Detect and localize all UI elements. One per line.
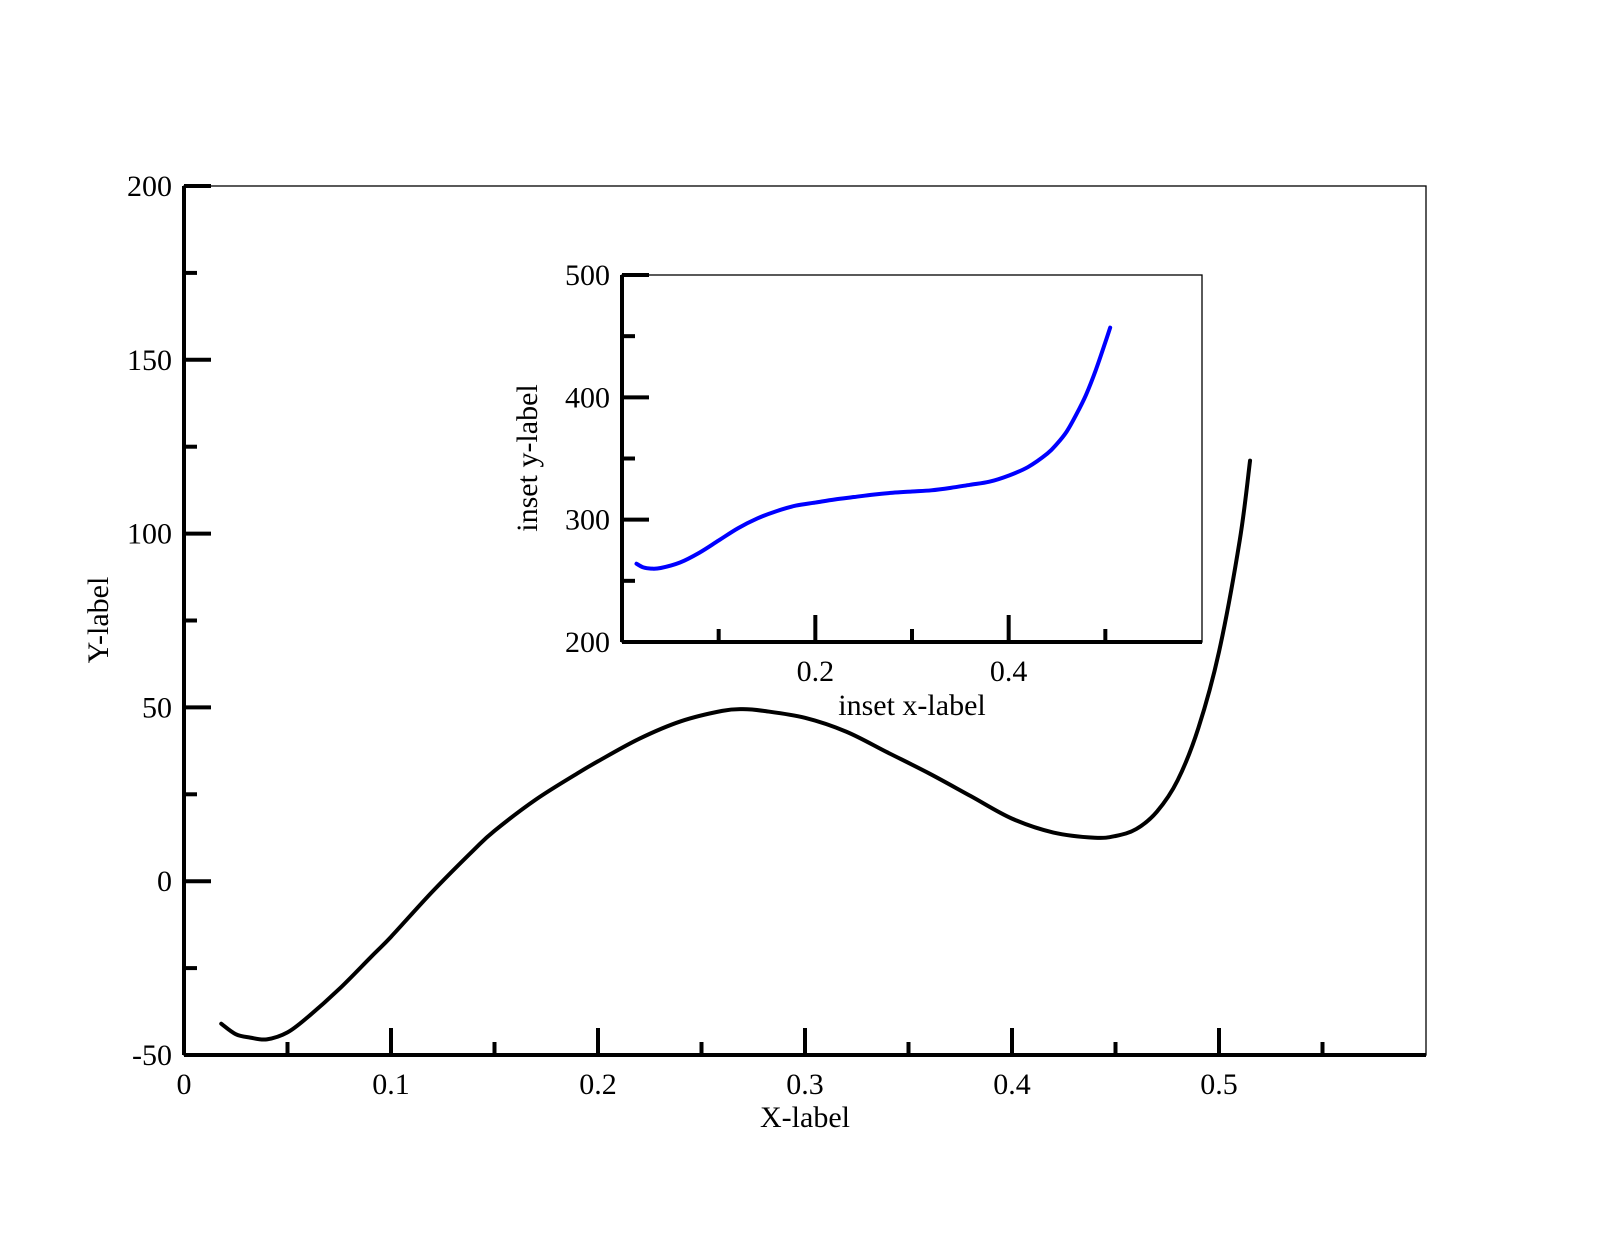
inset-y-tick-label: 400 [565,381,610,414]
main-y-tick-label: 50 [142,691,172,724]
inset-x-tick-label: 0.2 [797,655,835,688]
main-series-line-0 [219,458,1253,1042]
main-x-tick-label: 0 [177,1068,192,1101]
main-y-tick-label: -50 [132,1039,172,1072]
main-x-tick-label: 0.4 [993,1068,1031,1101]
inset-y-axis-title: inset y-label [511,384,544,531]
inset-x-tick-label: 0.4 [990,655,1028,688]
main-y-tick-label: 100 [127,518,172,551]
main-x-axis-title: X-label [760,1101,850,1134]
main-x-tick-label: 0.1 [372,1068,410,1101]
inset-chart: 0.2 0.4 200 300 400 500 inset x-label inset y… [511,259,1203,722]
inset-y-tick-label: 300 [565,504,610,537]
main-x-tick-label: 0.3 [786,1068,824,1101]
inset-ticks [622,273,1108,644]
inset-series [634,325,1113,571]
main-y-tick-label: 150 [127,344,172,377]
inset-y-tick-label: 200 [565,626,610,659]
main-x-tick-label: 0.5 [1200,1068,1238,1101]
inset-tick-labels: 0.2 0.4 200 300 400 500 [565,259,1027,688]
main-series [219,458,1253,1042]
inset-x-axis-title: inset x-label [838,689,985,722]
main-y-axis-title: Y-label [82,577,115,664]
inset-y-tick-label: 500 [565,259,610,292]
inset-series-line-0 [634,325,1113,571]
main-ticks [182,184,1325,1057]
main-x-tick-label: 0.2 [579,1068,617,1101]
main-y-tick-label: 200 [127,170,172,203]
main-y-tick-label: 0 [157,865,172,898]
